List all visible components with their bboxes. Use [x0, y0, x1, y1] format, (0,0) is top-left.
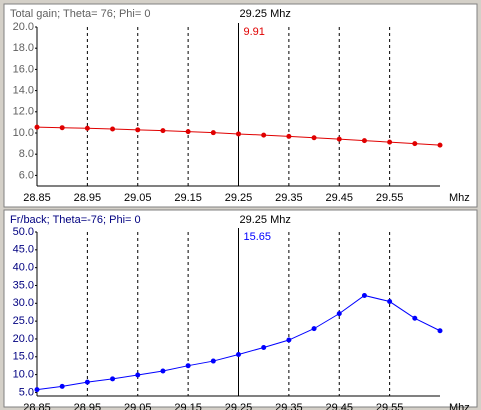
x-axis-label: Mhz	[449, 192, 470, 204]
x-tick-label: 29.35	[275, 192, 303, 204]
data-point	[110, 376, 116, 382]
data-point	[84, 379, 90, 385]
x-tick-label: 29.55	[376, 192, 404, 204]
x-tick-label: 29.55	[376, 402, 404, 410]
x-tick-label: 29.45	[325, 192, 353, 204]
cursor-value: 9.91	[244, 26, 265, 38]
data-point	[361, 292, 367, 298]
y-tick-label: 18.0	[13, 42, 34, 54]
y-tick-label: 50.0	[13, 226, 34, 238]
data-point	[135, 372, 141, 378]
cursor-label: 29.25 Mhz	[240, 8, 291, 20]
data-point	[261, 345, 267, 351]
x-tick-label: 29.25	[225, 402, 253, 410]
data-point	[261, 132, 267, 138]
y-tick-label: 20.0	[13, 21, 34, 33]
x-tick-label: 29.05	[124, 192, 152, 204]
panel	[3, 209, 478, 408]
data-point	[84, 125, 90, 131]
x-tick-label: 29.45	[325, 402, 353, 410]
data-point	[412, 141, 418, 147]
cursor-label: 29.25 Mhz	[240, 214, 291, 226]
data-point	[236, 131, 241, 137]
x-tick-label: 29.15	[174, 402, 202, 410]
y-tick-label: 25.0	[13, 315, 34, 327]
x-tick-label: 29.25	[225, 192, 253, 204]
y-tick-label: 45.0	[13, 244, 34, 256]
x-axis-label: Mhz	[449, 402, 470, 410]
data-point	[135, 127, 141, 133]
x-tick-label: 28.95	[74, 192, 102, 204]
data-point	[34, 124, 40, 130]
data-point	[437, 142, 443, 148]
panel	[3, 3, 478, 208]
y-tick-label: 14.0	[13, 85, 34, 97]
data-point	[311, 135, 317, 141]
y-tick-label: 40.0	[13, 262, 34, 274]
data-point	[110, 126, 116, 132]
cursor-value: 15.65	[244, 231, 272, 243]
y-tick-label: 15.0	[13, 351, 34, 363]
x-tick-label: 28.95	[74, 402, 102, 410]
x-tick-label: 29.05	[124, 402, 152, 410]
data-point	[59, 125, 65, 131]
y-tick-label: 10.0	[13, 127, 34, 139]
y-tick-label: 10.0	[13, 369, 34, 381]
data-point	[59, 383, 65, 389]
data-point	[185, 129, 191, 135]
y-tick-label: 30.0	[13, 297, 34, 309]
data-point	[387, 299, 393, 305]
data-point	[336, 311, 342, 317]
data-point	[185, 363, 191, 369]
data-point	[286, 337, 292, 343]
data-point	[34, 387, 40, 393]
y-tick-label: 16.0	[13, 63, 34, 75]
data-point	[286, 133, 292, 139]
chart-title: Fr/back; Theta=-76; Phi= 0	[10, 214, 141, 226]
data-point	[311, 326, 317, 332]
x-tick-label: 28.85	[23, 192, 51, 204]
y-tick-label: 5.0	[19, 386, 34, 398]
data-point	[210, 358, 216, 364]
data-point	[412, 315, 418, 321]
x-tick-label: 29.15	[174, 192, 202, 204]
y-tick-label: 6.0	[19, 169, 34, 181]
data-point	[437, 328, 443, 334]
data-point	[387, 139, 393, 145]
data-point	[336, 136, 342, 142]
y-tick-label: 35.0	[13, 279, 34, 291]
data-point	[160, 368, 166, 374]
y-tick-label: 12.0	[13, 106, 34, 118]
chart-title: Total gain; Theta= 76; Phi= 0	[10, 8, 150, 20]
data-point	[160, 128, 166, 134]
y-tick-label: 8.0	[19, 148, 34, 160]
x-tick-label: 28.85	[23, 402, 51, 410]
data-point	[236, 351, 241, 357]
data-point	[361, 138, 367, 144]
x-tick-label: 29.35	[275, 402, 303, 410]
y-tick-label: 20.0	[13, 333, 34, 345]
data-point	[210, 130, 216, 136]
